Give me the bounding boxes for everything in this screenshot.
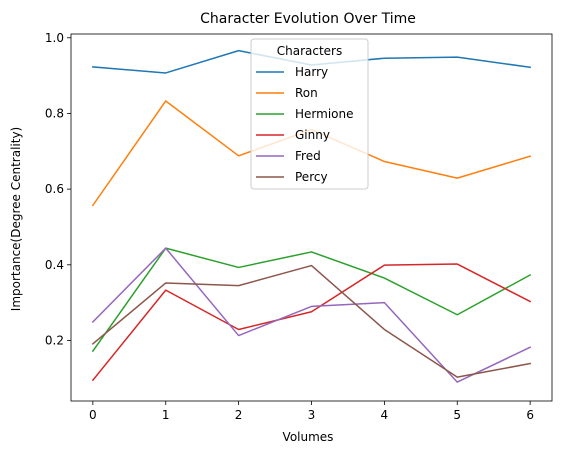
series-line-ginny [91, 263, 532, 382]
x-tick-label: 1 [162, 408, 170, 422]
x-tick-label: 4 [381, 408, 389, 422]
legend-label-ron: Ron [295, 86, 318, 100]
legend-label-harry: Harry [295, 65, 328, 79]
x-tick-label: 2 [235, 408, 243, 422]
y-tick-label: 0.4 [45, 258, 64, 272]
x-tick-label: 0 [89, 408, 97, 422]
y-axis-label: Importance(Degree Centrality) [9, 127, 23, 311]
series-line-percy [91, 264, 532, 378]
legend: Characters Harry Ron Hermione Ginny Fred Percy [250, 38, 369, 190]
legend-label-hermione: Hermione [295, 107, 353, 121]
x-tick-label: 5 [453, 408, 461, 422]
legend-box [250, 38, 369, 190]
x-axis-label: Volumes [283, 430, 334, 444]
x-axis: 0 1 2 3 4 5 6 [89, 401, 534, 422]
x-tick-label: 3 [308, 408, 316, 422]
legend-title: Characters [277, 44, 343, 58]
y-tick-label: 0.6 [45, 182, 64, 196]
series-line-fred [91, 247, 532, 383]
chart-title: Character Evolution Over Time [200, 11, 416, 27]
legend-label-ginny: Ginny [295, 128, 330, 142]
y-tick-label: 0.2 [45, 333, 64, 347]
legend-label-fred: Fred [295, 149, 321, 163]
y-tick-label: 1.0 [45, 31, 64, 45]
y-tick-label: 0.8 [45, 106, 64, 120]
legend-label-percy: Percy [295, 170, 328, 184]
x-tick-label: 6 [526, 408, 534, 422]
y-axis: 0.2 0.4 0.6 0.8 1.0 [45, 31, 71, 347]
